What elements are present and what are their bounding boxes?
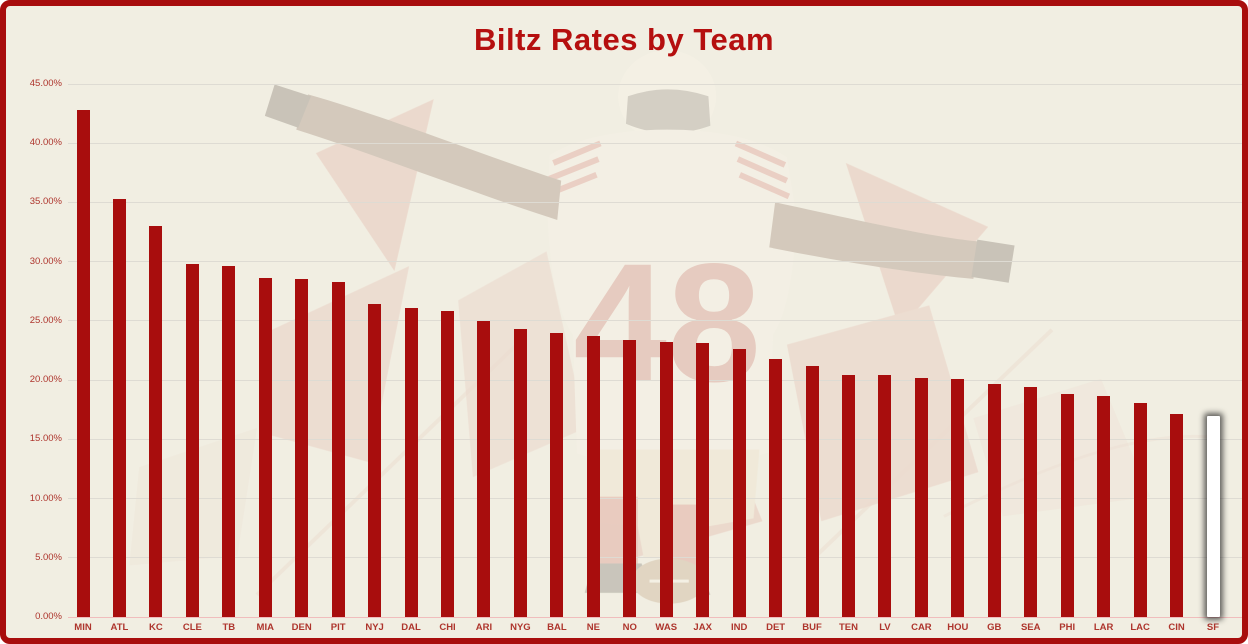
gridline xyxy=(68,379,1242,381)
x-tick-label-buf: BUF xyxy=(802,622,822,633)
x-tick-label-nyg: NYG xyxy=(510,622,531,633)
bar-bal xyxy=(550,332,564,617)
shard-shapes xyxy=(129,99,1219,597)
bar-atl xyxy=(112,198,126,617)
gridline xyxy=(68,142,1242,144)
x-tick-label-hou: HOU xyxy=(947,622,969,633)
bar-sea xyxy=(1024,387,1038,617)
y-tick-label: 45.00% xyxy=(29,78,62,89)
gridline xyxy=(68,498,1242,500)
x-tick-label-atl: ATL xyxy=(110,622,129,633)
x-tick-label-dal: DAL xyxy=(401,622,421,633)
y-tick-label: 30.00% xyxy=(29,255,62,267)
bar-chi xyxy=(441,311,455,617)
x-tick-label-tb: TB xyxy=(222,622,236,633)
bar-ten xyxy=(841,375,855,617)
x-tick-label-den: DEN xyxy=(291,622,312,633)
x-tick-label-mia: MIA xyxy=(256,622,274,633)
bar-cle xyxy=(185,264,199,617)
x-tick-label-nyj: NYJ xyxy=(365,622,384,633)
bar-pit xyxy=(331,281,345,617)
x-tick-label-lac: LAC xyxy=(1130,622,1150,633)
x-axis-line xyxy=(68,616,1242,618)
bar-ind xyxy=(732,349,746,617)
x-tick-label-was: WAS xyxy=(655,622,678,633)
x-tick-label-ten: TEN xyxy=(838,622,858,633)
bar-tb xyxy=(222,266,236,617)
gridline xyxy=(68,261,1242,263)
bar-lv xyxy=(878,375,892,617)
bar-no xyxy=(623,339,637,617)
bar-buf xyxy=(805,365,819,617)
gridline xyxy=(68,320,1242,322)
x-tick-label-lv: LV xyxy=(879,622,891,633)
bar-nyg xyxy=(513,329,527,617)
x-tick-label-lar: LAR xyxy=(1093,622,1114,633)
x-tick-label-ari: ARI xyxy=(475,622,493,633)
y-tick-label: 20.00% xyxy=(29,374,62,386)
bar-sf xyxy=(1206,415,1220,617)
x-tick-label-ind: IND xyxy=(730,622,748,633)
gridline xyxy=(68,201,1242,203)
bar-lar xyxy=(1097,395,1111,617)
bar-mia xyxy=(258,278,272,617)
bar-dal xyxy=(404,307,418,617)
gridline xyxy=(68,83,1242,85)
x-tick-label-gb: GB xyxy=(987,622,1002,633)
x-tick-label-cin: CIN xyxy=(1168,622,1185,633)
chart-title: Biltz Rates by Team xyxy=(473,22,775,57)
bar-kc xyxy=(149,226,163,617)
x-tick-label-ne: NE xyxy=(586,622,600,633)
bar-was xyxy=(659,342,673,617)
y-tick-label: 10.00% xyxy=(29,492,62,504)
bar-min xyxy=(76,110,90,617)
y-tick-label: 40.00% xyxy=(29,137,62,149)
x-tick-label-sf: SF xyxy=(1206,622,1220,633)
x-tick-label-kc: KC xyxy=(149,622,163,633)
x-tick-label-car: CAR xyxy=(911,622,932,633)
x-tick-label-cle: CLE xyxy=(182,622,202,633)
x-tick-label-det: DET xyxy=(766,622,786,633)
y-tick-label: 15.00% xyxy=(29,433,62,445)
x-tick-label-sea: SEA xyxy=(1020,622,1041,633)
x-tick-label-pit: PIT xyxy=(330,622,346,633)
y-tick-label: 35.00% xyxy=(29,196,62,208)
bar-nyj xyxy=(368,304,382,617)
bar-car xyxy=(914,377,928,617)
bar-cin xyxy=(1170,414,1184,617)
gridline xyxy=(68,557,1242,559)
bar-ne xyxy=(586,336,600,617)
x-tick-label-no: NO xyxy=(622,622,637,633)
x-tick-label-phi: PHI xyxy=(1059,622,1076,633)
gridline xyxy=(68,438,1242,440)
bar-gb xyxy=(987,383,1001,617)
bar-hou xyxy=(951,378,965,617)
bar-phi xyxy=(1060,394,1074,617)
x-tick-label-jax: JAX xyxy=(693,622,712,633)
bar-lac xyxy=(1133,402,1147,617)
y-tick-label: 0.00% xyxy=(35,611,62,622)
bar-jax xyxy=(696,343,710,617)
y-tick-label: 25.00% xyxy=(29,314,62,326)
x-tick-label-chi: CHI xyxy=(439,622,456,633)
x-tick-label-bal: BAL xyxy=(547,622,567,633)
x-tick-label-min: MIN xyxy=(74,622,92,633)
bar-ari xyxy=(477,320,491,617)
bar-den xyxy=(295,279,309,617)
y-tick-label: 5.00% xyxy=(35,551,62,563)
bar-det xyxy=(769,358,783,617)
